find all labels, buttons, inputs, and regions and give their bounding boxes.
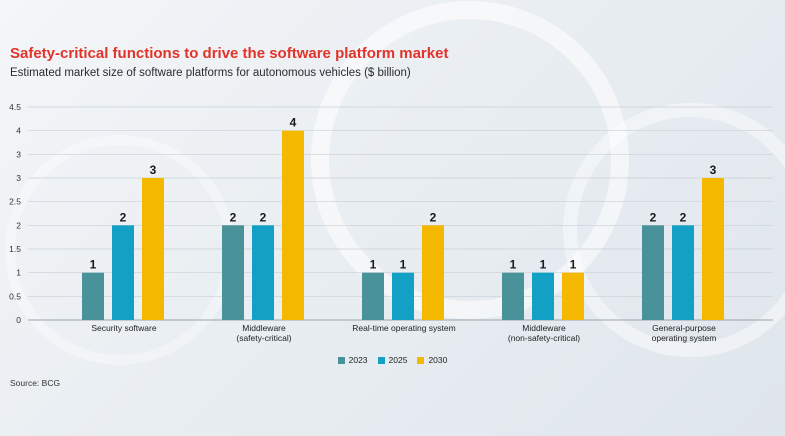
y-tick-label: 0 xyxy=(16,315,21,325)
bar-value-label: 1 xyxy=(370,258,377,272)
chart-subtitle: Estimated market size of software platfo… xyxy=(10,67,411,79)
y-tick-label: 0.5 xyxy=(9,291,21,301)
y-tick-label: 4 xyxy=(16,126,21,136)
bar-value-label: 2 xyxy=(650,210,657,224)
legend-item-2030: 2030 xyxy=(417,355,447,365)
bar-2023 xyxy=(362,272,384,320)
bar-value-label: 1 xyxy=(90,258,97,272)
x-category-label: operating system xyxy=(652,333,717,343)
bar-2030 xyxy=(562,272,584,320)
bar-2023 xyxy=(642,225,664,320)
bar-2025 xyxy=(532,272,554,320)
bar-2025 xyxy=(112,225,134,320)
bar-2030 xyxy=(422,225,444,320)
bar-value-label: 2 xyxy=(230,210,237,224)
bar-2030 xyxy=(702,178,724,320)
x-category-label: Real-time operating system xyxy=(352,323,455,333)
x-category-label: Middleware xyxy=(522,323,566,333)
bar-value-label: 3 xyxy=(150,163,157,177)
bar-value-label: 2 xyxy=(680,210,687,224)
bar-value-label: 1 xyxy=(540,258,547,272)
y-tick-label: 4.5 xyxy=(9,102,21,112)
bar-value-label: 1 xyxy=(510,258,517,272)
bar-value-label: 2 xyxy=(430,210,437,224)
x-category-label: Middleware xyxy=(242,323,286,333)
x-category-label: Security software xyxy=(91,323,156,333)
x-category-label: General-purpose xyxy=(652,323,716,333)
bar-value-label: 1 xyxy=(570,258,577,272)
x-category-label: (non-safety-critical) xyxy=(508,333,580,343)
y-tick-label: 3 xyxy=(16,173,21,183)
bar-2023 xyxy=(502,272,524,320)
bar-value-label: 3 xyxy=(710,163,717,177)
bar-2025 xyxy=(252,225,274,320)
y-tick-label: 1 xyxy=(16,268,21,278)
bar-value-label: 1 xyxy=(400,258,407,272)
y-tick-label: 1.5 xyxy=(9,244,21,254)
legend-swatch xyxy=(377,356,385,364)
legend: 2023 2025 2030 xyxy=(0,355,785,365)
bar-2023 xyxy=(222,225,244,320)
legend-label: 2030 xyxy=(428,355,448,365)
legend-label: 2023 xyxy=(348,355,368,365)
legend-label: 2025 xyxy=(388,355,408,365)
y-tick-label: 2 xyxy=(16,220,21,230)
y-tick-label: 3 xyxy=(16,149,21,159)
bar-value-label: 2 xyxy=(260,210,267,224)
legend-swatch xyxy=(337,356,345,364)
legend-item-2023: 2023 xyxy=(337,355,368,365)
bar-value-label: 4 xyxy=(290,116,297,130)
bar-2025 xyxy=(672,225,694,320)
bar-value-label: 2 xyxy=(120,210,127,224)
bar-2030 xyxy=(142,178,164,320)
bar-2030 xyxy=(282,130,304,320)
bar-2025 xyxy=(392,272,414,320)
legend-swatch xyxy=(417,356,425,364)
source-note: Source: BCG xyxy=(10,378,61,388)
chart-title: Safety-critical functions to drive the s… xyxy=(10,45,449,62)
legend-item-2025: 2025 xyxy=(377,355,408,365)
x-category-label: (safety-critical) xyxy=(236,333,291,343)
y-tick-label: 2.5 xyxy=(9,197,21,207)
bar-2023 xyxy=(82,272,104,320)
